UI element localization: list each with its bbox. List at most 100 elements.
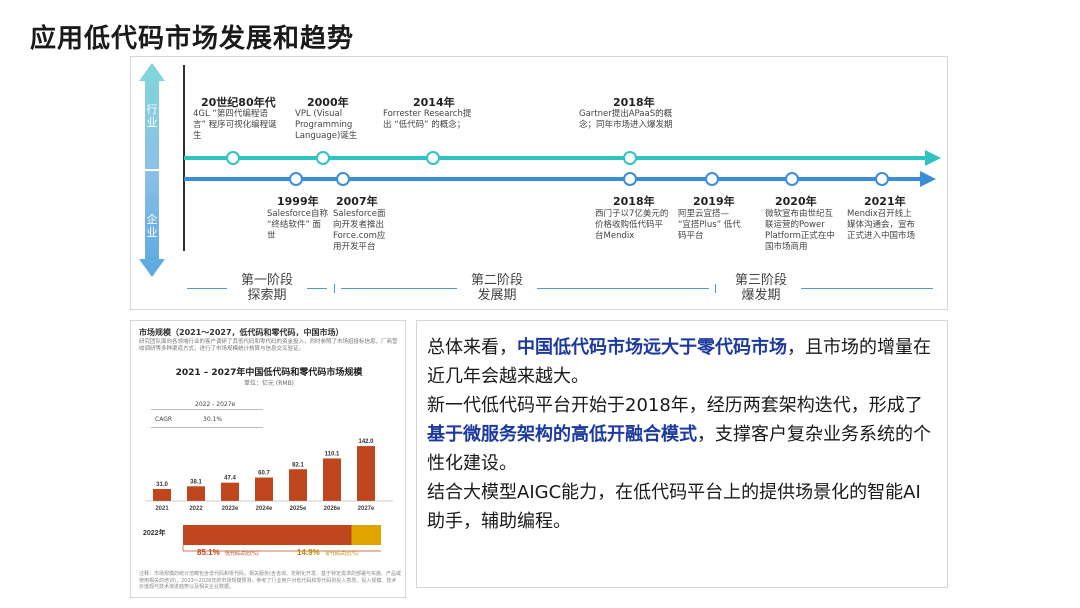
timeline-panel: 行 业 企 业 20世纪80年代 4GL “第四代编程语言” 程序可视化编程诞生… bbox=[130, 56, 948, 310]
phase-subtitle: 发展期 bbox=[477, 288, 517, 303]
chart-title: 2021 – 2027年中国低代码和零代码市场规模 bbox=[175, 368, 363, 378]
industry-side-label: 行 业 bbox=[146, 103, 158, 129]
bottom-event-desc: 微软宣布由世纪互联运营的Power Platform正式在中国市场商用 bbox=[765, 209, 835, 252]
lowcode-share-bar bbox=[183, 525, 352, 545]
bottom-event-dot bbox=[336, 172, 350, 186]
cagr-rule bbox=[151, 409, 263, 410]
bottom-event-desc: Salesforce自称 “终结软件” 面世 bbox=[267, 209, 329, 241]
cagr-table: 2022 - 2027e CAGR 30.1% bbox=[151, 401, 263, 429]
top-event-desc: Forrester Research提出 “低代码” 的概念； bbox=[383, 109, 472, 130]
share-year-label: 2022年 bbox=[143, 528, 166, 537]
phase-2-label: 第二阶段 发展期 bbox=[457, 273, 537, 303]
bar-value-label: 110.1 bbox=[325, 451, 340, 457]
chart-unit: 单位：亿元 (RMB) bbox=[243, 380, 295, 387]
bar-2022 bbox=[187, 486, 205, 501]
category-tick-label: 2022 bbox=[189, 506, 203, 512]
bottom-event-dot bbox=[875, 172, 889, 186]
top-event-dot bbox=[426, 151, 440, 165]
bar-2023e bbox=[221, 482, 239, 501]
bar-2024e bbox=[255, 477, 273, 501]
cagr-rule bbox=[151, 427, 263, 428]
bar-value-label: 82.1 bbox=[292, 462, 304, 468]
bottom-event-dot bbox=[705, 172, 719, 186]
highlight-text: 基于微服务架构的高低开融合模式 bbox=[427, 424, 697, 445]
phase-3-span bbox=[721, 288, 933, 289]
chart-panel-heading: 市场规模（2021～2027，低代码和零代码，中国市场） bbox=[139, 328, 344, 337]
top-event-desc: 4GL “第四代编程语言” 程序可视化编程诞生 bbox=[193, 109, 277, 141]
industry-timeline-arrowhead bbox=[925, 150, 941, 166]
top-event-year: 2014年 bbox=[413, 96, 455, 109]
phase-subtitle: 爆发期 bbox=[741, 288, 781, 303]
market-size-bar-chart: 31.0 2021 38.1 2022 47.4 2023e 60.7 2024e 82.1 20… bbox=[143, 439, 393, 557]
phase-1-label: 第一阶段 探索期 bbox=[227, 273, 307, 303]
phase-name: 第一阶段 bbox=[240, 273, 293, 288]
top-event-dot bbox=[623, 151, 637, 165]
phase-3-label: 第三阶段 爆发期 bbox=[721, 273, 801, 303]
lowcode-share-value: 85.1% bbox=[197, 548, 220, 557]
nocode-share-value: 14.9% bbox=[297, 548, 320, 557]
bottom-event-year: 1999年 bbox=[277, 195, 319, 208]
bottom-event-year: 2019年 bbox=[693, 195, 735, 208]
cagr-label: CAGR bbox=[155, 416, 173, 423]
page-title: 应用低代码市场发展和趋势 bbox=[30, 24, 355, 54]
top-event-dot bbox=[316, 151, 330, 165]
phase-name: 第三阶段 bbox=[734, 273, 787, 288]
bar-value-label: 60.7 bbox=[258, 471, 270, 477]
phase-name: 第二阶段 bbox=[470, 273, 523, 288]
enterprise-timeline-arrowhead bbox=[920, 171, 936, 187]
top-event-year: 2000年 bbox=[307, 96, 349, 109]
cagr-period: 2022 - 2027e bbox=[195, 401, 236, 408]
side-double-arrow bbox=[139, 63, 165, 277]
bottom-event-year: 2018年 bbox=[613, 195, 655, 208]
bottom-event-year: 2007年 bbox=[336, 195, 378, 208]
summary-text-panel: 总体来看，中国低代码市场远大于零代码市场，且市场的增量在近几年会越来越大。 新一… bbox=[416, 320, 948, 588]
paragraph-text: 总体来看， bbox=[427, 337, 517, 358]
top-event-dot bbox=[226, 151, 240, 165]
market-size-chart-panel: 市场规模（2021～2027，低代码和零代码，中国市场） 研究团队面向各领域行业… bbox=[130, 320, 406, 598]
category-tick-label: 2024e bbox=[256, 506, 273, 512]
bottom-event-dot bbox=[289, 172, 303, 186]
summary-paragraph-1: 总体来看，中国低代码市场远大于零代码市场，且市场的增量在近几年会越来越大。 bbox=[427, 333, 937, 391]
category-tick-label: 2021 bbox=[155, 506, 169, 512]
top-event-year: 20世纪80年代 bbox=[201, 96, 276, 109]
chart-panel-intro: 研究团队面向各领域行业的客户调研了其低代码和零代码的资金投入，同时参照了市场招投… bbox=[139, 339, 398, 352]
bar-value-label: 31.0 bbox=[156, 482, 168, 488]
category-tick-label: 2025e bbox=[290, 506, 307, 512]
bottom-event-dot bbox=[623, 172, 637, 186]
category-tick-label: 2027e bbox=[358, 506, 375, 512]
industry-timeline-line bbox=[184, 156, 926, 160]
lowcode-share-label: 低代码占比(%) bbox=[225, 550, 259, 557]
bar-2026e bbox=[323, 458, 341, 501]
phase-subtitle: 探索期 bbox=[247, 288, 287, 303]
bar-2025e bbox=[289, 469, 307, 501]
bar-2021 bbox=[153, 489, 171, 501]
category-tick-label: 2023e bbox=[222, 506, 239, 512]
bar-value-label: 38.1 bbox=[190, 479, 202, 485]
chart-footnote: 注释：市场规模的统计范畴包含低代码和零代码，相关服务(含咨询、定制化开发、基于特… bbox=[139, 571, 401, 590]
bottom-event-year: 2021年 bbox=[864, 195, 906, 208]
bottom-event-desc: Salesforce面向开发者推出Force.com应用开发平台 bbox=[333, 209, 386, 252]
enterprise-side-label: 企 业 bbox=[146, 213, 158, 239]
top-event-desc: Gartner提出APaaS的概念；同年市场进入爆发期 bbox=[579, 109, 673, 130]
bottom-event-desc: 西门子以7亿美元的价格收购低代码平台Mendix bbox=[595, 209, 669, 241]
top-event-desc: VPL (Visual Programming Language)诞生 bbox=[295, 109, 358, 141]
nocode-share-label: 零代码占比(%) bbox=[325, 550, 359, 557]
category-tick-label: 2026e bbox=[324, 506, 341, 512]
summary-paragraph-3: 结合大模型AIGC能力，在低代码平台上的提供场景化的智能AI助手，辅助编程。 bbox=[427, 482, 921, 532]
phase-divider bbox=[334, 284, 335, 293]
bar-2027e bbox=[357, 446, 375, 501]
cagr-value: 30.1% bbox=[203, 416, 223, 423]
bottom-event-dot bbox=[785, 172, 799, 186]
bar-value-label: 142.0 bbox=[358, 439, 374, 445]
enterprise-timeline-line bbox=[184, 177, 921, 181]
paragraph-text: 新一代低代码平台开始于2018年，经历两套架构迭代，形成了 bbox=[427, 395, 923, 416]
bottom-event-desc: 阿里云宜搭— “宜搭Plus” 低代码平台 bbox=[678, 209, 741, 241]
bottom-event-year: 2020年 bbox=[775, 195, 817, 208]
bar-value-label: 47.4 bbox=[224, 476, 236, 482]
bottom-event-desc: Mendix召开线上媒体沟通会，宣布正式进入中国市场 bbox=[847, 209, 916, 241]
paragraph-text: ，支撑客户复杂业务系统的个性化建设。 bbox=[427, 424, 931, 474]
phase-divider bbox=[715, 284, 716, 293]
top-event-year: 2018年 bbox=[613, 96, 655, 109]
paragraph-text: ，且市场的增量在近几年会越来越大。 bbox=[427, 337, 931, 387]
summary-paragraph-2: 新一代低代码平台开始于2018年，经历两套架构迭代，形成了基于微服务架构的高低开… bbox=[427, 391, 937, 478]
